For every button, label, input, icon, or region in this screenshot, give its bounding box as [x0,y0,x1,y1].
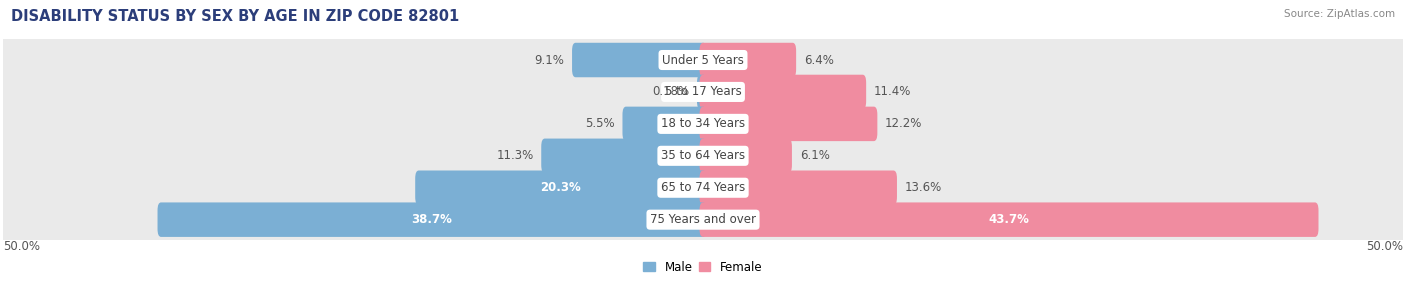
FancyBboxPatch shape [415,171,706,205]
FancyBboxPatch shape [157,202,706,237]
FancyBboxPatch shape [700,43,796,77]
Text: 5 to 17 Years: 5 to 17 Years [665,85,741,98]
FancyBboxPatch shape [572,43,706,77]
Text: 13.6%: 13.6% [904,181,942,194]
Text: 12.2%: 12.2% [884,117,922,130]
FancyBboxPatch shape [700,202,1319,237]
FancyBboxPatch shape [541,139,706,173]
FancyBboxPatch shape [697,75,706,109]
Text: 11.4%: 11.4% [875,85,911,98]
Text: Under 5 Years: Under 5 Years [662,54,744,67]
Text: 50.0%: 50.0% [1367,240,1403,254]
Text: 65 to 74 Years: 65 to 74 Years [661,181,745,194]
FancyBboxPatch shape [700,171,897,205]
Text: 18 to 34 Years: 18 to 34 Years [661,117,745,130]
FancyBboxPatch shape [623,107,706,141]
FancyBboxPatch shape [0,131,1406,180]
FancyBboxPatch shape [0,163,1406,212]
FancyBboxPatch shape [0,67,1406,116]
Text: DISABILITY STATUS BY SEX BY AGE IN ZIP CODE 82801: DISABILITY STATUS BY SEX BY AGE IN ZIP C… [11,9,460,24]
FancyBboxPatch shape [700,75,866,109]
Text: 75 Years and over: 75 Years and over [650,213,756,226]
Text: 50.0%: 50.0% [3,240,39,254]
FancyBboxPatch shape [0,195,1406,244]
FancyBboxPatch shape [700,107,877,141]
Text: 9.1%: 9.1% [534,54,564,67]
Text: 6.4%: 6.4% [804,54,834,67]
Text: 5.5%: 5.5% [585,117,614,130]
FancyBboxPatch shape [0,99,1406,148]
Text: 38.7%: 38.7% [412,213,453,226]
FancyBboxPatch shape [700,139,792,173]
FancyBboxPatch shape [0,36,1406,85]
Text: 11.3%: 11.3% [496,149,533,162]
Text: 20.3%: 20.3% [540,181,581,194]
Legend: Male, Female: Male, Female [638,256,768,279]
Text: 0.18%: 0.18% [652,85,689,98]
Text: 43.7%: 43.7% [988,213,1029,226]
Text: Source: ZipAtlas.com: Source: ZipAtlas.com [1284,9,1395,19]
Text: 6.1%: 6.1% [800,149,830,162]
Text: 35 to 64 Years: 35 to 64 Years [661,149,745,162]
